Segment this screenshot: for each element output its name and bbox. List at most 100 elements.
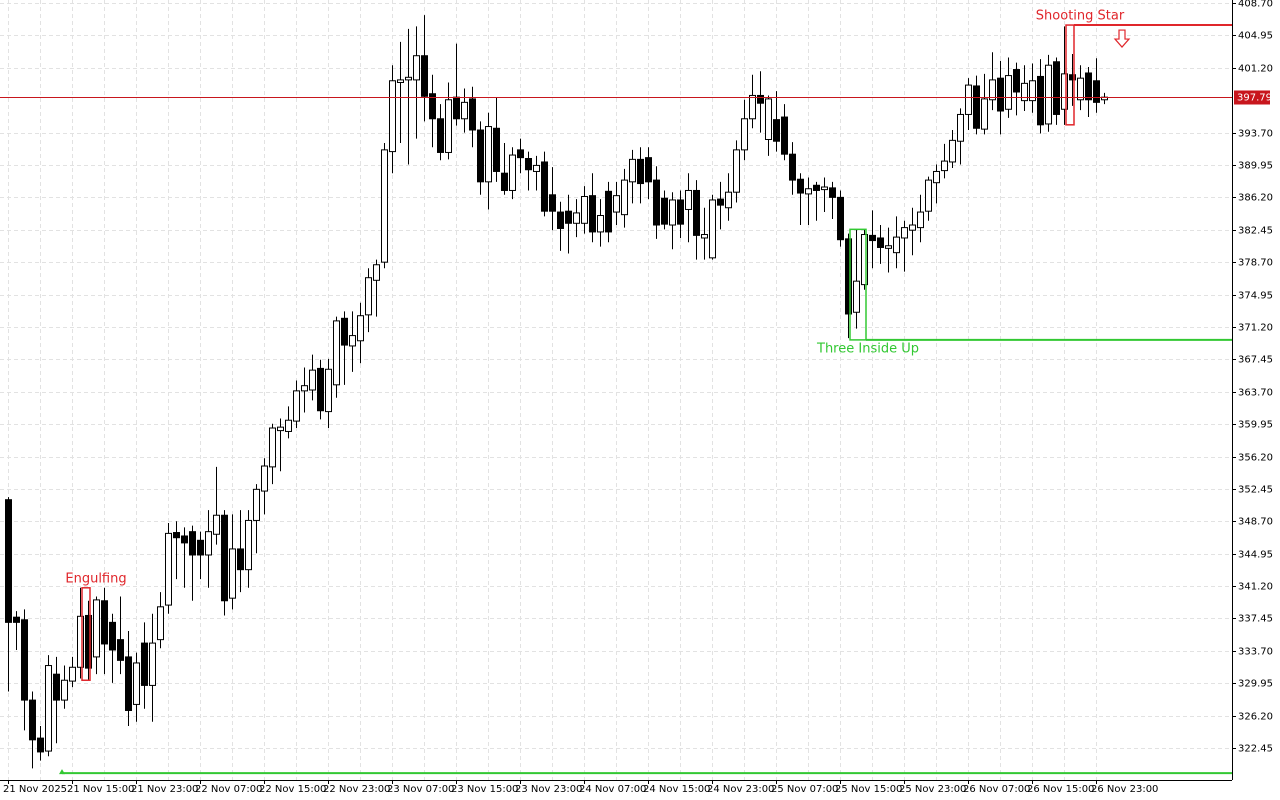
x-tick-label: 22 Nov 07:00 [195, 784, 262, 795]
x-tick-label: 26 Nov 23:00 [1091, 784, 1158, 795]
candle-body [149, 642, 156, 686]
candle-body [85, 614, 92, 669]
y-tick-label: 341.20 [1238, 582, 1273, 593]
candle-body [357, 315, 364, 342]
candle-body [757, 94, 764, 104]
candle-body [725, 191, 732, 209]
y-tick-label: 344.95 [1238, 550, 1273, 561]
candle-body [613, 195, 620, 213]
candle-body [941, 160, 948, 172]
last-price-label: 397.79 [1237, 93, 1272, 104]
candle-body [341, 317, 348, 346]
candle-body [21, 619, 28, 701]
candle-body [645, 157, 652, 183]
candle-body [773, 119, 780, 142]
candle-body [1013, 69, 1020, 93]
candle-body [861, 234, 868, 286]
candle-body [181, 535, 188, 544]
candle-body [485, 126, 492, 183]
candle-body [1069, 74, 1076, 81]
y-tick-label: 359.95 [1238, 420, 1273, 431]
candle-body [157, 606, 164, 641]
candle-body [541, 161, 548, 212]
candle-body [453, 96, 460, 120]
support-marker [59, 769, 65, 775]
candle-body [629, 158, 636, 183]
candle-body [469, 98, 476, 131]
candle-body [1093, 80, 1100, 103]
candle-body [901, 227, 908, 239]
candle-body [253, 488, 260, 521]
candle-body [413, 55, 420, 81]
y-tick-label: 326.20 [1238, 712, 1273, 723]
x-tick-label: 23 Nov 07:00 [387, 784, 454, 795]
candle-body [813, 184, 820, 191]
y-tick-label: 333.70 [1238, 647, 1273, 658]
candle-body [997, 77, 1004, 112]
candle-body [525, 158, 532, 171]
y-tick-label: 386.20 [1238, 193, 1273, 204]
candle-body [653, 179, 660, 226]
candle-body [277, 426, 284, 432]
candle-body [893, 236, 900, 254]
candle-body [365, 277, 372, 316]
y-tick-label: 367.45 [1238, 355, 1273, 366]
candle-body [925, 179, 932, 212]
candle-body [221, 514, 228, 602]
candle-body [493, 127, 500, 172]
candle-body [669, 199, 676, 226]
candle-body [29, 699, 36, 741]
candle-body [213, 514, 220, 535]
y-tick-label: 352.45 [1238, 485, 1273, 496]
candle-body [125, 656, 132, 711]
x-tick-label: 25 Nov 15:00 [835, 784, 902, 795]
candle-body [1021, 82, 1028, 102]
candle-body [533, 164, 540, 172]
y-tick-label: 401.20 [1238, 64, 1273, 75]
candle-body [509, 154, 516, 191]
candle-body [373, 264, 380, 281]
x-tick-label: 26 Nov 15:00 [1027, 784, 1094, 795]
candle-body [701, 234, 708, 239]
x-tick-label: 21 Nov 15:00 [67, 784, 134, 795]
candle-body [349, 335, 356, 347]
candle-body [557, 211, 564, 229]
candle-body [117, 639, 124, 661]
x-tick-label: 26 Nov 07:00 [963, 784, 1030, 795]
pattern-box [1065, 24, 1075, 126]
y-tick-label: 348.70 [1238, 517, 1273, 528]
y-tick-label: 337.45 [1238, 614, 1273, 625]
candle-body [949, 139, 956, 163]
candle-body [189, 531, 196, 556]
candle-body [397, 79, 404, 83]
candle-body [389, 80, 396, 153]
candle-body [245, 519, 252, 571]
candle-body [517, 149, 524, 159]
candle-body [821, 186, 828, 191]
candle-body [429, 93, 436, 120]
grid [0, 0, 1232, 780]
candle-body [309, 369, 316, 391]
candle-body [765, 98, 772, 141]
candle-body [205, 531, 212, 556]
candle-body [597, 215, 604, 233]
pattern-label: Three Inside Up [816, 341, 919, 356]
candle-body [1037, 75, 1044, 126]
y-tick-label: 363.70 [1238, 388, 1273, 399]
y-tick-label: 404.95 [1238, 31, 1273, 42]
y-tick-label: 374.95 [1238, 291, 1273, 302]
candle-body [461, 101, 468, 120]
candle-body [677, 199, 684, 225]
candle-body [917, 211, 924, 229]
y-tick-label: 371.20 [1238, 323, 1273, 334]
pattern-label: Shooting Star [1036, 9, 1125, 24]
candle-body [869, 234, 876, 242]
candle-body [837, 196, 844, 241]
candle-body [621, 179, 628, 216]
candle-body [501, 172, 508, 191]
candle-body [301, 385, 308, 392]
candle-body [717, 198, 724, 206]
candle-body [45, 665, 52, 752]
